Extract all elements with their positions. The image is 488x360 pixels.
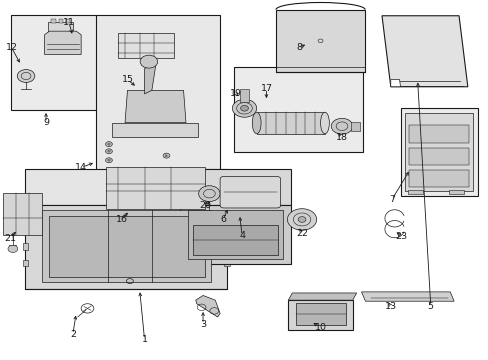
FancyBboxPatch shape (220, 176, 280, 208)
Polygon shape (144, 63, 156, 94)
Bar (233, 67, 362, 152)
Bar (405, 113, 472, 192)
Circle shape (330, 118, 352, 134)
Bar (350, 122, 359, 131)
Text: 7: 7 (388, 195, 394, 204)
Polygon shape (42, 211, 211, 282)
Polygon shape (295, 303, 345, 325)
Circle shape (198, 186, 220, 202)
Polygon shape (193, 225, 277, 255)
Circle shape (287, 209, 316, 230)
Text: 16: 16 (115, 215, 127, 224)
Circle shape (240, 105, 248, 111)
Circle shape (232, 99, 256, 117)
Text: 22: 22 (295, 229, 307, 238)
Polygon shape (381, 16, 467, 87)
Polygon shape (180, 169, 290, 205)
Polygon shape (125, 90, 185, 123)
Polygon shape (25, 169, 227, 205)
Bar (66, 19, 70, 23)
Polygon shape (288, 293, 356, 300)
Text: 12: 12 (5, 43, 18, 52)
Text: 21: 21 (4, 234, 17, 243)
Text: 2: 2 (70, 330, 76, 339)
Ellipse shape (252, 112, 261, 134)
Polygon shape (256, 112, 325, 134)
Text: 19: 19 (229, 89, 241, 98)
Text: 23: 23 (395, 232, 407, 241)
Circle shape (140, 55, 158, 68)
Bar (22, 243, 28, 250)
Bar (224, 213, 229, 220)
Text: 11: 11 (63, 18, 75, 27)
Bar (407, 190, 422, 194)
Text: 6: 6 (220, 215, 225, 224)
Circle shape (163, 153, 169, 158)
Circle shape (298, 217, 305, 222)
Polygon shape (44, 31, 81, 54)
Polygon shape (361, 292, 453, 301)
Bar (224, 227, 229, 234)
Polygon shape (112, 123, 198, 137)
Circle shape (17, 69, 35, 82)
Circle shape (8, 245, 18, 252)
Text: 9: 9 (43, 118, 49, 127)
Bar (448, 190, 463, 194)
Polygon shape (288, 300, 352, 330)
Polygon shape (188, 211, 282, 259)
Polygon shape (195, 296, 220, 317)
Text: 3: 3 (200, 320, 206, 329)
Bar (105, 167, 205, 209)
Polygon shape (25, 205, 227, 289)
Polygon shape (390, 80, 400, 87)
Polygon shape (48, 22, 73, 33)
Circle shape (105, 158, 112, 163)
Circle shape (105, 149, 112, 154)
Text: 8: 8 (296, 43, 302, 52)
Text: 20: 20 (199, 201, 211, 210)
Text: 4: 4 (239, 231, 244, 240)
Bar (408, 148, 468, 165)
Bar (224, 260, 229, 266)
Ellipse shape (320, 112, 329, 134)
Bar (22, 213, 28, 220)
Bar (22, 227, 28, 234)
Text: 5: 5 (427, 302, 433, 311)
Bar (224, 243, 229, 250)
Text: 17: 17 (260, 84, 272, 93)
Bar (408, 170, 468, 187)
Text: 15: 15 (121, 75, 133, 84)
Text: 18: 18 (335, 133, 347, 142)
Circle shape (105, 141, 112, 147)
Bar (3, 193, 42, 234)
Text: 14: 14 (75, 163, 87, 172)
Text: 13: 13 (384, 302, 396, 311)
Text: 10: 10 (314, 323, 326, 332)
Polygon shape (180, 205, 290, 264)
Text: 1: 1 (141, 335, 147, 344)
Polygon shape (49, 216, 204, 277)
Bar (96, 15, 220, 250)
Bar (59, 19, 63, 23)
Bar (11, 15, 97, 110)
Bar (22, 260, 28, 266)
Bar (400, 108, 477, 196)
Bar (51, 19, 56, 23)
Bar (118, 33, 173, 58)
Bar (239, 89, 249, 102)
Bar (408, 126, 468, 143)
Polygon shape (276, 10, 365, 72)
